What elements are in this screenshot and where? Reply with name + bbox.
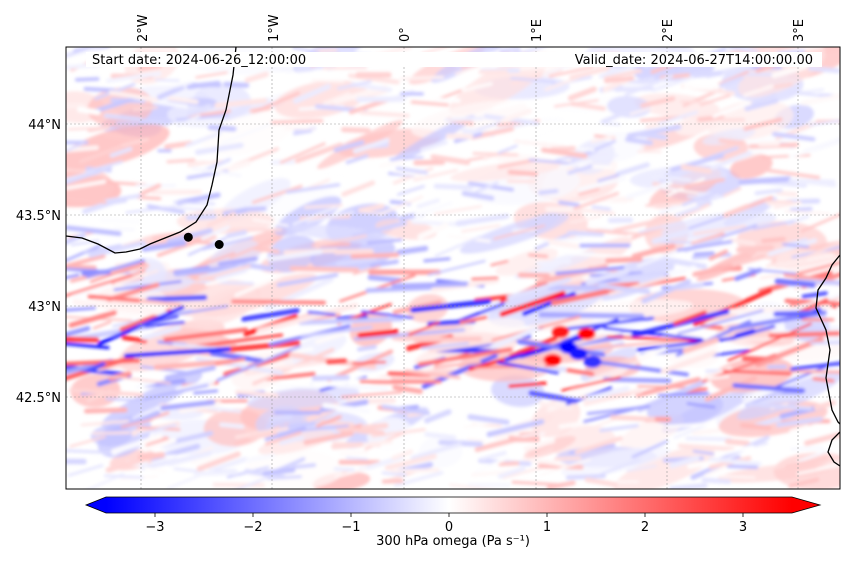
start-date: Start date: 2024-06-26_12:00:00 bbox=[92, 53, 306, 68]
coastline bbox=[66, 47, 840, 467]
station-1-marker bbox=[183, 232, 193, 242]
lat-label-43-5n: 43.5°N bbox=[16, 209, 61, 224]
colorbar-tick-label: 3 bbox=[739, 520, 747, 535]
lat-label-43n: 43°N bbox=[28, 300, 61, 315]
longitude-labels: 2°W 1°W 0° 1°E 2°E 3°E bbox=[136, 14, 807, 42]
station-markers bbox=[183, 232, 224, 249]
colorbar-outline bbox=[84, 496, 822, 514]
latitude-labels: 44°N 43.5°N 43°N 42.5°N bbox=[16, 118, 61, 406]
colorbar-extend-low bbox=[86, 497, 106, 513]
lon-label-2w: 2°W bbox=[136, 14, 151, 42]
colorbar-gradient bbox=[106, 497, 792, 513]
lon-label-0: 0° bbox=[398, 27, 413, 42]
colorbar-tick-label: 2 bbox=[641, 520, 649, 535]
lon-label-1w: 1°W bbox=[267, 14, 282, 42]
station-2-marker bbox=[214, 240, 224, 249]
omega-field bbox=[66, 47, 840, 489]
colorbar-extend-high bbox=[792, 497, 820, 513]
valid-date: Valid_date: 2024-06-27T14:00:00.00 bbox=[575, 53, 813, 68]
colorbar: −3 −2 −1 0 1 2 3 300 hPa omega (Pa s⁻¹) bbox=[84, 496, 822, 549]
colorbar-tick-label: 1 bbox=[543, 520, 551, 535]
lon-label-3e: 3°E bbox=[792, 19, 807, 42]
graticule bbox=[66, 47, 840, 489]
date-banner bbox=[86, 52, 822, 67]
lon-label-2e: 2°E bbox=[661, 19, 676, 42]
map-frame bbox=[65, 46, 841, 490]
lon-label-1e: 1°E bbox=[530, 19, 545, 42]
colorbar-tick-label: −1 bbox=[341, 520, 360, 535]
colorbar-tick-label: −3 bbox=[145, 520, 164, 535]
colorbar-tick-label: −2 bbox=[243, 520, 262, 535]
colorbar-tick-label: 0 bbox=[445, 520, 453, 535]
colorbar-label: 300 hPa omega (Pa s⁻¹) bbox=[376, 534, 530, 549]
lat-label-42-5n: 42.5°N bbox=[16, 391, 61, 406]
lat-label-44n: 44°N bbox=[28, 118, 61, 133]
